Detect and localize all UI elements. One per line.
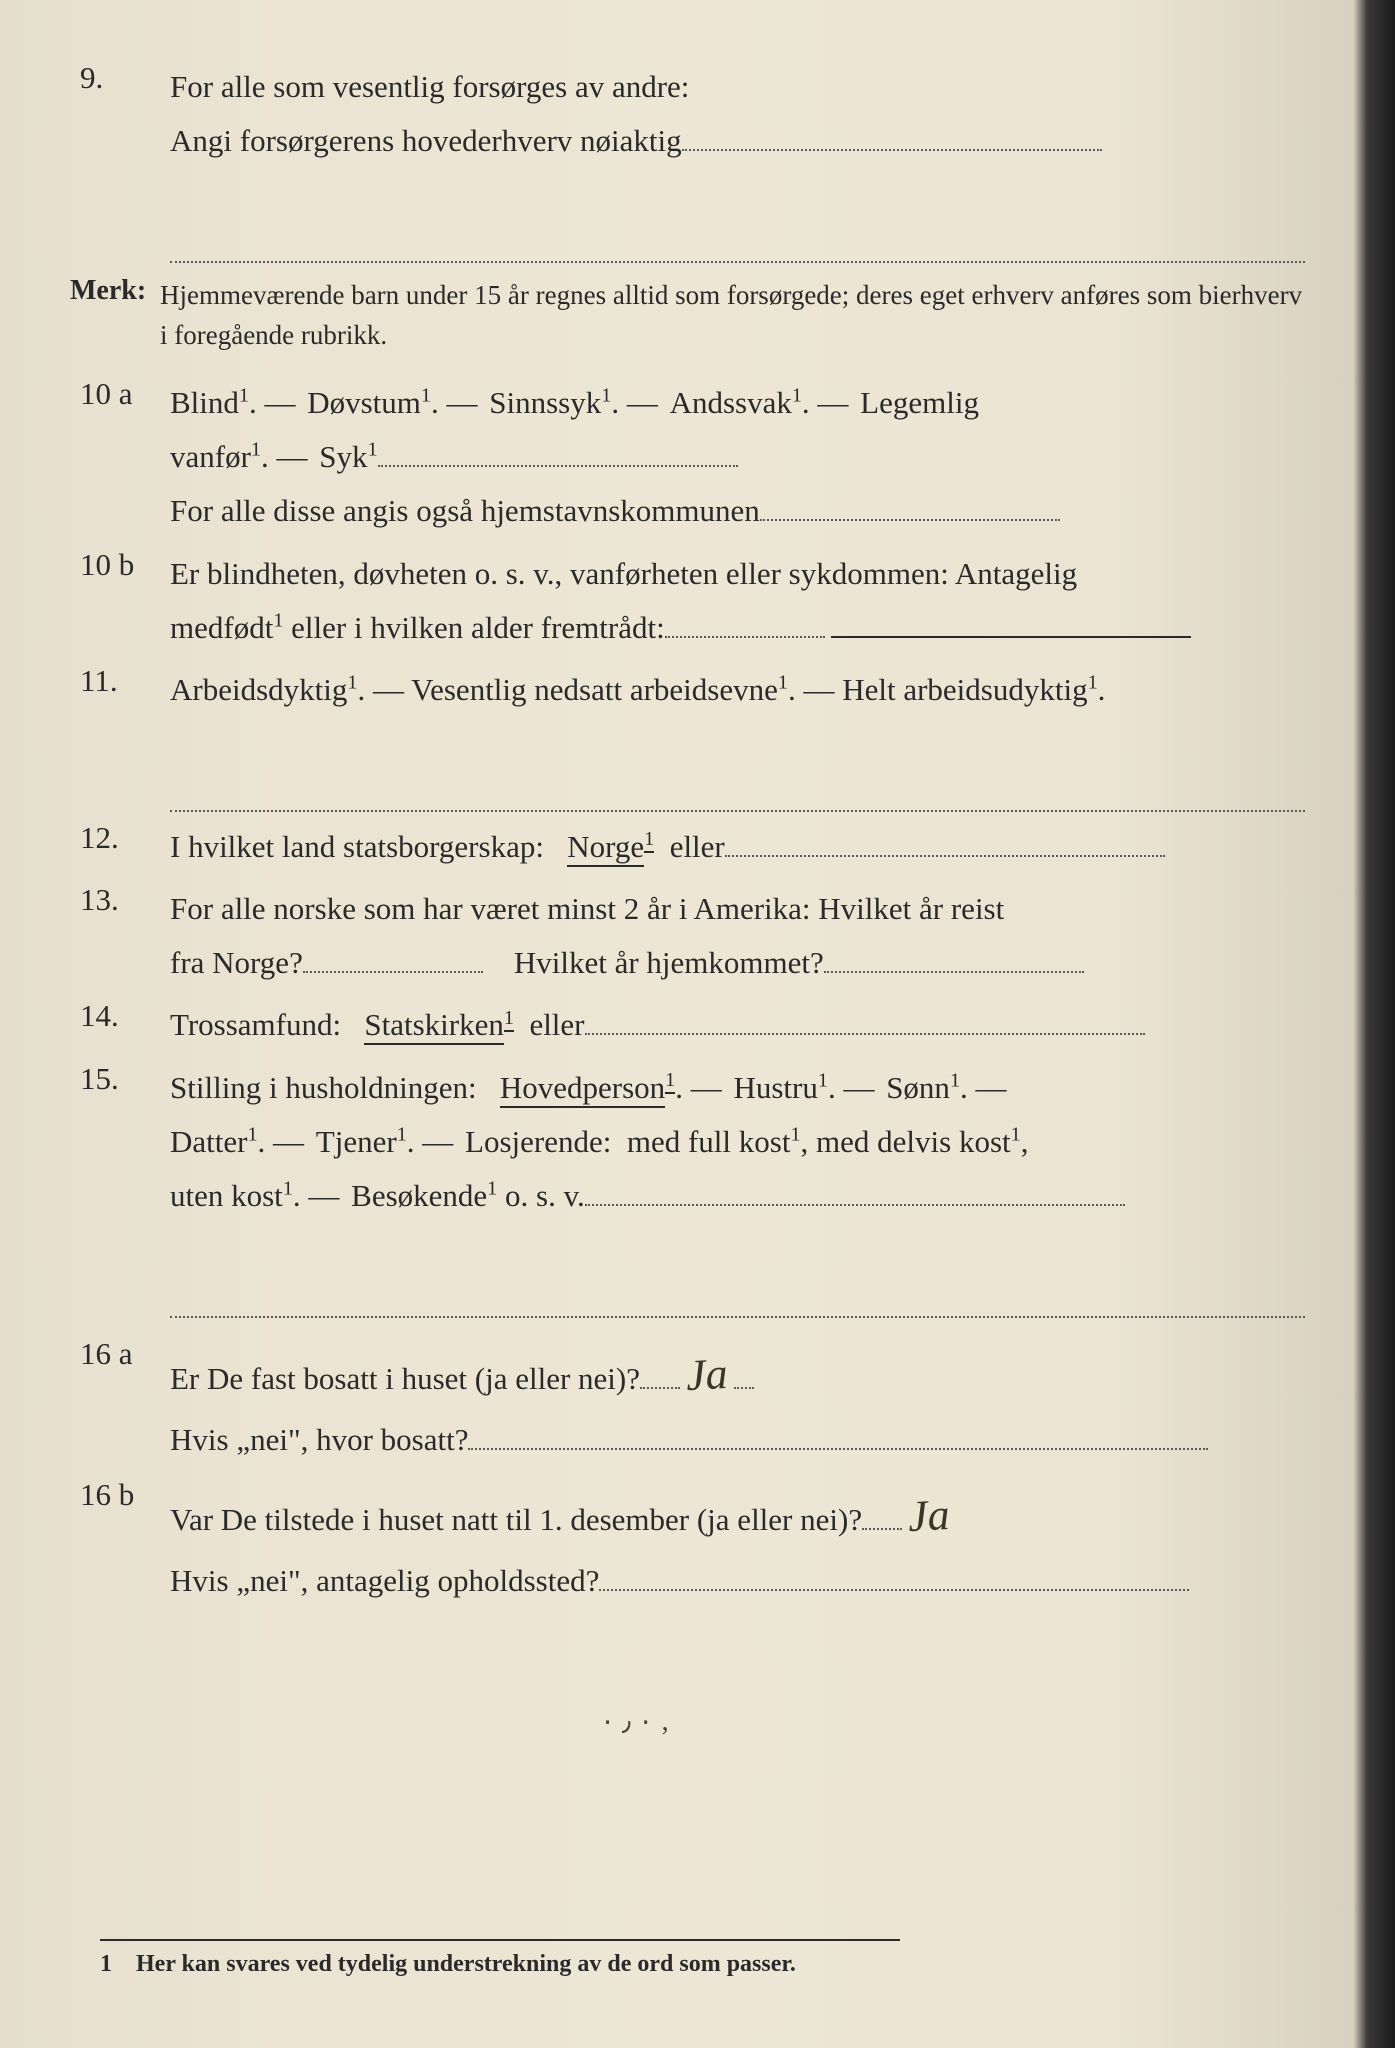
q12-number: 12. bbox=[70, 820, 170, 856]
q11-opt3: Helt arbeidsudyktig bbox=[842, 672, 1087, 707]
q15-blank bbox=[585, 1170, 1125, 1206]
q14-or: eller bbox=[529, 1007, 584, 1042]
q16a-content: Er De fast bosatt i huset (ja eller nei)… bbox=[170, 1336, 1305, 1467]
question-13: 13. For alle norske som har været minst … bbox=[70, 882, 1305, 991]
q9-blank2 bbox=[170, 231, 1305, 263]
q10b-line2b: eller i hvilken alder fremtrådt: bbox=[283, 610, 664, 645]
q10a-opt4: Andssvak bbox=[670, 385, 792, 420]
q15-number: 15. bbox=[70, 1061, 170, 1097]
q10a-opt5: Legemlig bbox=[860, 385, 979, 420]
q10a-opt7: Syk bbox=[319, 439, 367, 474]
question-16b: 16 b Var De tilstede i huset natt til 1.… bbox=[70, 1477, 1305, 1608]
q15-opt1: Hovedperson bbox=[500, 1070, 665, 1108]
q11-blank bbox=[170, 780, 1305, 812]
q10b-number: 10 b bbox=[70, 547, 170, 583]
q15-opt3: Sønn bbox=[886, 1070, 950, 1105]
q9-content: For alle som vesentlig forsørges av andr… bbox=[170, 60, 1305, 263]
footnote-text: Her kan svares ved tydelig understreknin… bbox=[136, 1951, 796, 1977]
q16a-line1: Er De fast bosatt i huset (ja eller nei)… bbox=[170, 1361, 640, 1396]
q16a-blank bbox=[468, 1413, 1208, 1449]
q16a-line2: Hvis „nei", hvor bosatt? bbox=[170, 1422, 468, 1457]
q13-line2b: Hvilket år hjemkommet? bbox=[514, 945, 824, 980]
q13-line1: For alle norske som har været minst 2 år… bbox=[170, 891, 1004, 926]
q13-line2a: fra Norge? bbox=[170, 945, 303, 980]
q14-blank bbox=[585, 999, 1145, 1035]
q10a-opt1: Blind bbox=[170, 385, 239, 420]
q15-content: Stilling i husholdningen: Hovedperson1. … bbox=[170, 1061, 1305, 1318]
q10a-content: Blind1. — Døvstum1. — Sinnssyk1. — Andss… bbox=[170, 376, 1305, 539]
q16a-answer: Ja bbox=[678, 1334, 735, 1414]
q11-content: Arbeidsdyktig1. — Vesentlig nedsatt arbe… bbox=[170, 663, 1305, 812]
question-14: 14. Trossamfund: Statskirken1 eller bbox=[70, 998, 1305, 1052]
q13-content: For alle norske som har været minst 2 år… bbox=[170, 882, 1305, 991]
document-page: 9. For alle som vesentlig forsørges av a… bbox=[0, 0, 1395, 2048]
q11-opt1: Arbeidsdyktig bbox=[170, 672, 347, 707]
merk-text: Hjemmeværende barn under 15 år regnes al… bbox=[160, 275, 1305, 356]
q15-tail: o. s. v. bbox=[497, 1178, 585, 1213]
q16b-blank bbox=[599, 1555, 1189, 1591]
q9-line1: For alle som vesentlig forsørges av andr… bbox=[170, 69, 689, 104]
q16b-line1: Var De tilstede i huset natt til 1. dese… bbox=[170, 1502, 862, 1537]
q13-blank1 bbox=[303, 937, 483, 973]
q9-blank bbox=[682, 115, 1102, 151]
q10b-blank bbox=[665, 602, 825, 638]
question-9: 9. For alle som vesentlig forsørges av a… bbox=[70, 60, 1305, 263]
q9-line2: Angi forsørgerens hovederhverv nøiaktig bbox=[170, 123, 682, 158]
q10b-content: Er blindheten, døvheten o. s. v., vanfør… bbox=[170, 547, 1305, 656]
q15-opt4: Datter bbox=[170, 1124, 247, 1159]
q10a-blank bbox=[378, 431, 738, 467]
q16b-line2: Hvis „nei", antagelig opholdssted? bbox=[170, 1563, 599, 1598]
q12-or: eller bbox=[670, 829, 725, 864]
q11-number: 11. bbox=[70, 663, 170, 699]
q10a-opt6: vanfør bbox=[170, 439, 251, 474]
q14-content: Trossamfund: Statskirken1 eller bbox=[170, 998, 1305, 1052]
q10a-blank2 bbox=[760, 485, 1060, 521]
merk-note: Merk: Hjemmeværende barn under 15 år reg… bbox=[70, 275, 1305, 356]
q14-default: Statskirken bbox=[364, 1007, 504, 1045]
q10b-solid bbox=[831, 636, 1191, 638]
q10a-opt3: Sinnssyk bbox=[489, 385, 601, 420]
question-15: 15. Stilling i husholdningen: Hovedperso… bbox=[70, 1061, 1305, 1318]
q12-text: I hvilket land statsborgerskap: bbox=[170, 829, 544, 864]
q12-content: I hvilket land statsborgerskap: Norge1 e… bbox=[170, 820, 1305, 874]
q15-opt6b: med delvis kost bbox=[816, 1124, 1011, 1159]
q15-opt2: Hustru bbox=[733, 1070, 817, 1105]
question-16a: 16 a Er De fast bosatt i huset (ja eller… bbox=[70, 1336, 1305, 1467]
q10b-line1: Er blindheten, døvheten o. s. v., vanfør… bbox=[170, 556, 1077, 591]
q9-number: 9. bbox=[70, 60, 170, 96]
q15-opt7: Besøkende bbox=[351, 1178, 487, 1213]
q10a-line3: For alle disse angis også hjemstavnskomm… bbox=[170, 493, 760, 528]
footnote: 1 Her kan svares ved tydelig understrekn… bbox=[100, 1939, 900, 1978]
question-10a: 10 a Blind1. — Døvstum1. — Sinnssyk1. — … bbox=[70, 376, 1305, 539]
q15-opt6: Losjerende: bbox=[465, 1124, 611, 1159]
footnote-num: 1 bbox=[100, 1951, 130, 1978]
ink-marks: ٠ ٫ ٠ ‚ bbox=[600, 1704, 670, 1738]
merk-label: Merk: bbox=[70, 275, 160, 307]
q15-text: Stilling i husholdningen: bbox=[170, 1070, 477, 1105]
question-11: 11. Arbeidsdyktig1. — Vesentlig nedsatt … bbox=[70, 663, 1305, 812]
q10a-opt2: Døvstum bbox=[307, 385, 421, 420]
q13-number: 13. bbox=[70, 882, 170, 918]
q16a-number: 16 a bbox=[70, 1336, 170, 1372]
q15-blank2 bbox=[170, 1286, 1305, 1318]
q12-default: Norge bbox=[567, 829, 644, 867]
q14-text: Trossamfund: bbox=[170, 1007, 341, 1042]
q15-opt6c: uten kost bbox=[170, 1178, 283, 1213]
question-10b: 10 b Er blindheten, døvheten o. s. v., v… bbox=[70, 547, 1305, 656]
q11-opt2: Vesentlig nedsatt arbeidsevne bbox=[411, 672, 778, 707]
q16b-number: 16 b bbox=[70, 1477, 170, 1513]
q15-opt5: Tjener bbox=[316, 1124, 397, 1159]
q10b-line2a: medfødt bbox=[170, 610, 273, 645]
q16b-content: Var De tilstede i huset natt til 1. dese… bbox=[170, 1477, 1305, 1608]
q10a-number: 10 a bbox=[70, 376, 170, 412]
q14-number: 14. bbox=[70, 998, 170, 1034]
q12-blank bbox=[725, 820, 1165, 856]
question-12: 12. I hvilket land statsborgerskap: Norg… bbox=[70, 820, 1305, 874]
q15-opt6a: med full kost bbox=[627, 1124, 791, 1159]
q16b-answer: Ja bbox=[900, 1475, 957, 1555]
q13-blank2 bbox=[824, 937, 1084, 973]
